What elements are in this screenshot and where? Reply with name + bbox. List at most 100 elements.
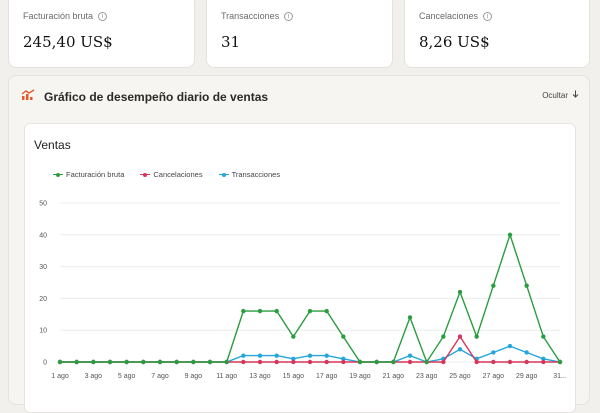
y-tick-label: 50 — [39, 201, 47, 208]
info-icon[interactable]: i — [284, 11, 294, 21]
data-point — [474, 334, 479, 339]
data-point — [291, 334, 296, 339]
stat-value: 8,26 US$ — [419, 33, 490, 51]
data-point — [441, 334, 446, 339]
x-tick-label: 11 ago — [216, 373, 237, 380]
x-tick-label: 15 ago — [283, 373, 305, 380]
x-tick-label: 7 ago — [151, 373, 169, 380]
x-tick-label: 23 ago — [416, 373, 438, 380]
data-point — [91, 359, 96, 365]
x-tick-label: 5 ago — [118, 373, 136, 380]
data-point — [324, 359, 329, 365]
data-point — [557, 359, 563, 365]
data-point — [291, 356, 296, 362]
info-icon[interactable]: i — [483, 11, 493, 21]
sales-line-chart: 0 10 20 30 40 50 1 ago 3 ago 5 ago 7 ago 9 ago 11 a… — [39, 201, 567, 381]
data-point — [507, 359, 513, 365]
data-point — [541, 356, 546, 362]
data-point — [307, 308, 313, 314]
hide-button[interactable]: Ocultar — [542, 90, 579, 100]
data-point — [307, 353, 313, 358]
y-tick-label: 20 — [39, 296, 47, 303]
stat-value: 245,40 US$ — [23, 33, 113, 51]
data-point — [241, 308, 246, 314]
x-tick-label: 13 ago — [249, 373, 271, 380]
y-tick-label: 0 — [43, 360, 47, 367]
hide-button-label: Ocultar — [542, 90, 568, 100]
stat-card-transactions: Transacciones i 31 — [206, 0, 393, 68]
data-point — [274, 308, 279, 314]
series-line — [60, 335, 560, 363]
data-point — [474, 359, 479, 365]
data-point — [524, 359, 529, 365]
data-point — [274, 353, 279, 358]
data-point — [441, 359, 446, 365]
data-point — [491, 283, 496, 288]
data-point — [391, 359, 396, 365]
stat-card-gross-revenue: Facturación bruta i 245,40 US$ — [8, 0, 195, 68]
x-tick-label: 3 ago — [85, 373, 103, 380]
x-tick-label: 27 ago — [483, 373, 505, 380]
data-point — [307, 359, 313, 365]
data-point — [257, 308, 263, 314]
stat-label: Facturación bruta — [23, 11, 94, 21]
chart-legend: Facturación bruta Cancelaciones Transacc… — [53, 170, 280, 179]
daily-sales-performance-section: Gráfico de desempeño diario de ventas Oc… — [8, 75, 590, 413]
data-point — [107, 359, 113, 365]
x-tick-label: 1 ago — [51, 373, 69, 380]
legend-marker — [53, 172, 63, 178]
data-point — [141, 359, 146, 365]
data-point — [224, 359, 229, 365]
sales-chart-card: Ventas Facturación bruta Cancelaciones T… — [24, 123, 576, 413]
data-point — [424, 359, 429, 365]
data-point — [374, 359, 379, 365]
data-point — [174, 359, 179, 365]
stat-label: Cancelaciones — [419, 11, 479, 21]
data-point — [124, 359, 129, 365]
data-point — [457, 334, 463, 339]
data-point — [341, 334, 346, 339]
y-tick-label: 30 — [39, 264, 47, 271]
data-point — [324, 353, 329, 358]
legend-item-transactions[interactable]: Transacciones — [218, 170, 281, 179]
x-tick-label: 21 ago — [383, 373, 405, 380]
legend-label: Transacciones — [231, 170, 281, 179]
data-point — [357, 359, 363, 365]
x-tick-label: 19 ago — [349, 373, 371, 380]
info-icon[interactable]: i — [98, 11, 108, 21]
data-point — [191, 359, 196, 365]
stat-card-cancellations: Cancelaciones i 8,26 US$ — [404, 0, 590, 68]
data-point — [274, 359, 279, 365]
data-point — [524, 283, 529, 288]
data-point — [407, 359, 413, 365]
data-point — [241, 359, 246, 365]
legend-label: Cancelaciones — [153, 170, 203, 179]
legend-marker — [140, 172, 151, 178]
x-tick-label: 9 ago — [185, 373, 203, 380]
stat-label: Transacciones — [221, 11, 280, 21]
legend-item-gross-revenue[interactable]: Facturación bruta — [53, 170, 124, 179]
data-point — [257, 359, 263, 365]
section-title: Gráfico de desempeño diario de ventas — [44, 90, 269, 104]
section-header: Gráfico de desempeño diario de ventas — [21, 88, 268, 106]
data-point — [541, 359, 546, 365]
data-point — [291, 359, 296, 365]
x-tick-label: 17 ago — [316, 373, 338, 380]
legend-item-cancellations[interactable]: Cancelaciones — [140, 170, 203, 179]
chart-title: Ventas — [34, 138, 71, 152]
data-point — [341, 356, 346, 362]
data-point — [257, 353, 263, 358]
data-point — [541, 334, 546, 339]
data-point — [324, 308, 329, 314]
data-point — [407, 353, 413, 358]
x-tick-label: 31... — [553, 373, 567, 380]
data-point — [157, 359, 163, 365]
legend-label: Facturación bruta — [66, 170, 125, 179]
arrow-down-icon — [572, 90, 579, 100]
data-point — [524, 350, 529, 355]
y-tick-label: 40 — [39, 232, 47, 239]
chart-trend-icon — [21, 88, 35, 106]
y-tick-label: 10 — [39, 328, 47, 335]
data-point — [507, 232, 513, 237]
data-point — [241, 353, 246, 358]
